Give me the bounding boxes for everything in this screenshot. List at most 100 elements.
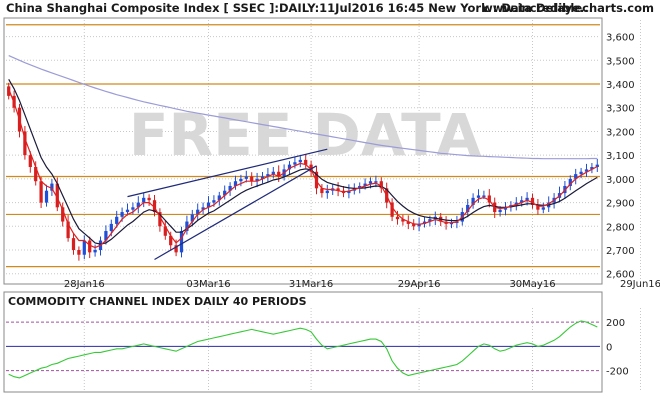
candle-body <box>136 202 140 208</box>
candle-body <box>287 164 292 170</box>
candle-body <box>7 86 11 96</box>
candle-body <box>142 197 146 203</box>
site-url[interactable]: www.incrediblecharts.com <box>482 1 654 15</box>
candle-body <box>206 202 211 208</box>
y-tick-label: 3,100 <box>606 151 635 162</box>
candle-body <box>401 219 405 222</box>
x-tick-label: 29Apr16 <box>398 279 441 290</box>
candle-body <box>412 223 416 227</box>
candle-body <box>185 221 189 232</box>
candle-body <box>293 162 297 165</box>
x-tick-label: 29Jun16 <box>620 279 660 290</box>
price-y-axis: 2,600 2,700 2,800 2,900 3,000 3,100 3,200 3,300… <box>606 33 635 281</box>
candle-body <box>77 249 81 255</box>
candle-body <box>93 249 97 253</box>
candle-body <box>174 245 178 253</box>
candle-body <box>309 164 313 172</box>
y-tick-label: 3,200 <box>606 127 635 138</box>
candle-body <box>23 131 27 156</box>
candle-body <box>498 209 502 213</box>
candle-body <box>482 195 486 197</box>
candle-body <box>179 231 184 253</box>
candle-body <box>228 185 232 191</box>
support-resistance-lines <box>6 24 600 268</box>
candle-body <box>131 207 135 210</box>
candle-body <box>88 240 92 253</box>
candle-body <box>379 181 383 189</box>
candle-body <box>541 207 545 210</box>
long-moving-average <box>8 55 598 160</box>
candle-body <box>574 174 578 179</box>
candle-body <box>520 200 524 203</box>
candle-body <box>212 200 216 203</box>
candle-body <box>584 169 589 172</box>
ema-medium-line <box>8 79 598 245</box>
candle-body <box>55 183 59 208</box>
candle-body <box>82 240 86 255</box>
candle-body <box>304 159 308 165</box>
candle-body <box>190 214 194 222</box>
y-tick-label: 2,900 <box>606 199 635 210</box>
candle-body <box>120 212 124 217</box>
candle-body <box>514 202 518 205</box>
y-tick-label: 2,700 <box>606 246 635 257</box>
candle-body <box>374 181 378 183</box>
x-tick-label: 28Jan16 <box>64 279 105 290</box>
candle-body <box>595 164 599 168</box>
trendline <box>127 148 328 198</box>
candle-body <box>277 171 281 177</box>
candle-body <box>503 207 508 210</box>
candle-body <box>568 178 572 186</box>
ma-long-line <box>8 55 598 160</box>
candle-body <box>271 171 275 175</box>
candle-body <box>476 195 481 198</box>
candle-body <box>250 176 254 182</box>
candle-body <box>115 216 119 224</box>
y-tick-label: 3,300 <box>606 104 635 115</box>
watermark: FREE DATA <box>129 101 481 169</box>
cci-y-tick-label: -200 <box>606 367 629 378</box>
candle-body <box>244 176 248 179</box>
cci-y-tick-label: 200 <box>606 318 625 329</box>
candle-body <box>336 188 340 191</box>
candle-body <box>39 181 43 203</box>
candle-body <box>104 231 108 241</box>
cci-y-axis: 200 0 -200 <box>606 318 629 377</box>
y-tick-label: 3,400 <box>606 80 635 91</box>
date-x-axis: 28Jan16 03Mar16 31Mar16 29Apr16 30May16 29Jun… <box>64 279 660 290</box>
candle-body <box>428 219 432 222</box>
candle-body <box>487 195 491 203</box>
candle-body <box>298 159 302 163</box>
candle-body <box>217 195 221 201</box>
cci-series-line <box>8 320 598 379</box>
candle-body <box>34 167 38 182</box>
candle-body <box>169 235 173 246</box>
candle-body <box>358 185 362 189</box>
candle-body <box>239 178 243 182</box>
trendlines <box>127 148 328 260</box>
candle-body <box>44 190 49 203</box>
price-panel-frame <box>3 17 603 285</box>
candle-body <box>147 197 151 201</box>
candle-body <box>406 221 410 224</box>
cci-y-tick-label: 0 <box>606 342 612 353</box>
trendline <box>154 165 317 260</box>
candle-body <box>325 190 329 194</box>
candle-body <box>66 221 70 239</box>
x-tick-label: 31Mar16 <box>289 279 333 290</box>
candle-body <box>320 188 324 194</box>
x-tick-label: 03Mar16 <box>186 279 230 290</box>
y-tick-label: 2,800 <box>606 222 635 233</box>
candle-body <box>590 167 594 170</box>
candle-body <box>390 202 394 217</box>
candle-body <box>368 181 373 184</box>
candle-body <box>61 207 65 222</box>
y-tick-label: 3,500 <box>606 56 635 67</box>
candle-body <box>109 223 113 232</box>
y-tick-label: 3,600 <box>606 33 635 44</box>
candle-body <box>28 155 32 168</box>
candle-body <box>260 176 265 179</box>
short-moving-averages <box>8 79 598 249</box>
ema-short-line <box>8 88 598 249</box>
